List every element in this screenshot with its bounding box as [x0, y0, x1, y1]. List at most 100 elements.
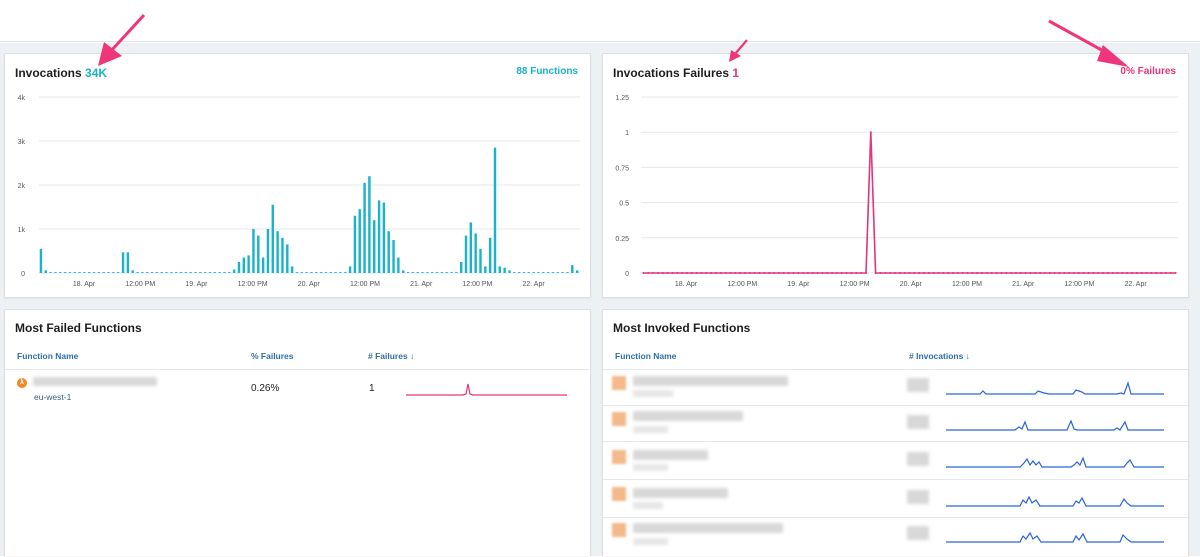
chart-bar	[440, 272, 444, 273]
table-row[interactable]	[603, 518, 1190, 557]
chart-point	[1072, 272, 1075, 274]
chart-point	[676, 272, 679, 274]
invocations-count: 34K	[85, 66, 108, 80]
chart-point	[1077, 272, 1080, 274]
column-function-name[interactable]: Function Name	[17, 351, 79, 361]
invocations-card: Invocations 34K 88 Functions 0 1k 2k 3k 4k 18…	[4, 53, 591, 298]
failures-title: Invocations Failures 1	[613, 66, 739, 80]
function-failures-count: 1	[369, 383, 375, 394]
x-tick-label: 12:00 PM	[350, 281, 380, 288]
table-row[interactable]: λ eu-west-1 0.26% 1	[5, 370, 592, 410]
chart-bar	[179, 272, 183, 273]
chart-bar	[329, 272, 332, 273]
chart-bar	[286, 244, 289, 273]
chart-point	[981, 272, 984, 274]
function-name-redacted	[633, 523, 783, 533]
chart-point	[744, 272, 747, 274]
chart-bar	[170, 272, 173, 273]
chart-point	[1092, 272, 1095, 274]
table-row[interactable]	[603, 406, 1190, 441]
chart-point	[811, 272, 814, 274]
y-tick-label: 2k	[18, 183, 26, 190]
chart-bar	[117, 272, 120, 273]
function-name-redacted	[633, 376, 788, 386]
function-icon	[612, 450, 626, 464]
chart-point	[681, 272, 684, 274]
table-row[interactable]	[603, 442, 1190, 479]
row-divider	[603, 441, 1190, 442]
chart-point	[1106, 272, 1109, 274]
chart-bar	[363, 182, 366, 273]
most-invoked-title: Most Invoked Functions	[613, 321, 751, 335]
column-num-invocations[interactable]: # Invocations ↓	[909, 351, 970, 361]
chart-point	[1014, 272, 1017, 274]
chart-bar	[213, 272, 217, 273]
table-row[interactable]	[603, 370, 1190, 405]
chart-point	[860, 272, 863, 274]
x-tick-label: 19. Apr	[185, 281, 208, 288]
invocations-title: Invocations 34K	[15, 66, 107, 80]
failures-sparkline	[406, 383, 567, 396]
chart-point	[923, 272, 926, 274]
chart-point	[714, 272, 717, 274]
chart-point	[995, 272, 998, 274]
chart-point	[792, 272, 795, 274]
chart-point	[1019, 272, 1022, 274]
chart-bar	[546, 272, 550, 273]
chart-bar	[310, 272, 313, 273]
chart-bar	[73, 272, 76, 273]
chart-bar	[566, 272, 569, 273]
chart-point	[932, 272, 935, 274]
chart-bar	[542, 272, 545, 273]
chart-bar	[575, 270, 579, 273]
function-region-redacted	[633, 502, 663, 509]
chart-point	[729, 272, 732, 274]
chart-point	[1135, 272, 1138, 274]
chart-point	[1034, 272, 1037, 274]
chart-bar	[189, 272, 192, 273]
function-name-redacted	[633, 450, 708, 460]
chart-bar	[537, 272, 540, 273]
chart-point	[971, 272, 974, 274]
column-percent-failures[interactable]: % Failures	[251, 351, 294, 361]
function-icon	[612, 412, 626, 426]
failures-percent-link[interactable]: 0% Failures	[1120, 66, 1176, 77]
chart-point	[864, 272, 867, 274]
chart-bar	[49, 272, 52, 273]
function-icon	[612, 376, 626, 390]
chart-point	[893, 272, 896, 274]
chart-point	[734, 272, 737, 274]
chart-point	[1150, 272, 1153, 274]
chart-bar	[411, 272, 415, 273]
chart-bar	[377, 200, 381, 273]
chart-bar	[281, 237, 284, 273]
invocations-sparkline	[946, 531, 1164, 543]
y-tick-label: 1.25	[615, 95, 629, 102]
chart-point	[1116, 272, 1119, 274]
chart-bar	[459, 262, 463, 273]
y-tick-label: 3k	[18, 139, 26, 146]
chart-point	[656, 272, 659, 274]
chart-point	[695, 272, 698, 274]
chart-bar	[107, 272, 110, 273]
chart-point	[889, 272, 892, 274]
chart-bar	[556, 272, 559, 273]
column-num-failures[interactable]: # Failures ↓	[368, 351, 415, 361]
x-tick-label: 22. Apr	[523, 281, 546, 288]
chart-point	[724, 272, 727, 274]
annotation-arrow	[729, 39, 748, 62]
chart-point	[797, 272, 800, 274]
chart-point	[898, 272, 901, 274]
chart-bar	[174, 272, 178, 273]
function-region-redacted	[633, 464, 668, 471]
chart-point	[685, 272, 688, 274]
column-function-name[interactable]: Function Name	[615, 351, 677, 361]
chart-bar	[266, 229, 270, 273]
chart-point	[1111, 272, 1114, 274]
chart-bar	[257, 235, 260, 273]
functions-count-link[interactable]: 88 Functions	[516, 66, 578, 77]
chart-bar	[353, 215, 357, 273]
chart-bar	[464, 235, 468, 273]
table-row[interactable]	[603, 480, 1190, 517]
chart-point	[1121, 272, 1124, 274]
